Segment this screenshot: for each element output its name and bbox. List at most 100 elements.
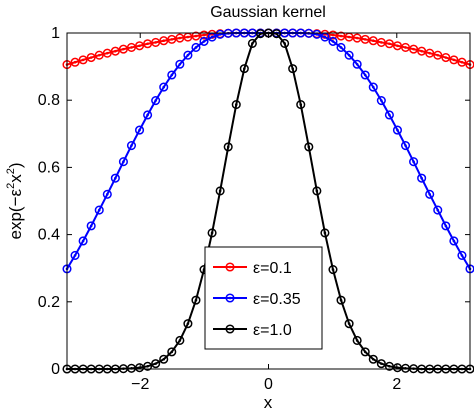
- data-point: [384, 110, 394, 120]
- data-point: [384, 39, 394, 49]
- data-point-center: [146, 365, 149, 368]
- data-point: [143, 361, 153, 371]
- data-point-center: [162, 85, 166, 89]
- data-point-center: [396, 128, 399, 132]
- data-point-center: [178, 62, 182, 66]
- data-point-center: [460, 254, 464, 257]
- x-tick-label: 2: [392, 376, 401, 393]
- data-point: [207, 228, 217, 238]
- data-point-center: [251, 42, 254, 45]
- data-point-center: [81, 239, 85, 243]
- data-point: [368, 36, 378, 46]
- y-axis-label: exp(−ε2x2): [5, 163, 25, 240]
- y-tick-label: 1: [51, 25, 60, 42]
- data-point-center: [452, 58, 456, 62]
- data-point-center: [331, 33, 335, 37]
- data-point: [70, 250, 80, 260]
- data-point-center: [170, 38, 174, 41]
- data-point: [336, 295, 346, 305]
- data-point-center: [428, 51, 432, 55]
- data-point: [102, 189, 112, 199]
- data-point-center: [452, 239, 456, 243]
- data-point-center: [122, 160, 125, 163]
- data-point-center: [412, 160, 415, 163]
- data-point: [272, 29, 282, 39]
- data-point: [86, 221, 96, 231]
- y-label-part-1: exp(−ε: [6, 189, 25, 240]
- data-point-center: [243, 67, 246, 70]
- data-point: [312, 29, 322, 39]
- data-point: [159, 82, 169, 92]
- data-point-center: [355, 62, 359, 66]
- data-point: [102, 48, 112, 58]
- y-tick-label: 0: [51, 361, 60, 378]
- data-point: [215, 186, 225, 196]
- data-point: [417, 173, 427, 183]
- data-point-center: [178, 339, 182, 342]
- data-point-center: [210, 35, 214, 39]
- data-point-center: [130, 144, 133, 147]
- y-tick-label: 0.4: [38, 227, 60, 244]
- data-point-center: [323, 231, 327, 235]
- y-label-part-2: x: [6, 174, 25, 183]
- data-point: [425, 48, 435, 58]
- data-point-center: [218, 33, 222, 36]
- data-point: [457, 250, 467, 260]
- data-point-center: [130, 46, 133, 49]
- data-point-center: [138, 44, 141, 48]
- y-label-exponent-2: 2: [5, 168, 17, 174]
- data-point-center: [347, 53, 351, 57]
- data-point-center: [170, 73, 174, 77]
- data-point: [167, 70, 177, 80]
- data-point: [344, 50, 354, 60]
- data-point: [183, 319, 193, 329]
- data-point-center: [106, 51, 109, 55]
- data-point-center: [404, 46, 407, 49]
- data-point-center: [371, 39, 375, 43]
- legend-label: ε=1.0: [253, 322, 292, 339]
- data-point-center: [194, 298, 198, 302]
- data-point: [134, 41, 145, 51]
- x-axis-label: x: [264, 393, 273, 412]
- data-point-center: [420, 176, 423, 180]
- data-point: [134, 125, 145, 135]
- data-point: [247, 38, 257, 48]
- data-point-center: [210, 231, 214, 235]
- data-point: [449, 236, 459, 246]
- y-tick-label: 0.8: [38, 92, 60, 109]
- data-point: [167, 347, 177, 357]
- data-point: [70, 57, 80, 67]
- data-point: [126, 42, 137, 52]
- data-point: [376, 359, 386, 369]
- data-point-center: [363, 350, 367, 354]
- data-point-center: [106, 192, 109, 196]
- data-point-center: [388, 113, 391, 117]
- data-point: [328, 36, 338, 46]
- data-point-center: [436, 208, 440, 212]
- data-point-center: [363, 73, 367, 77]
- data-point: [392, 125, 403, 135]
- data-point: [191, 42, 201, 52]
- data-point-center: [122, 47, 125, 51]
- data-point-center: [460, 60, 464, 64]
- data-point-center: [347, 35, 351, 39]
- data-point-center: [291, 67, 294, 70]
- data-point: [400, 42, 411, 52]
- data-point: [86, 52, 96, 63]
- data-point-center: [234, 103, 238, 106]
- data-point-center: [339, 34, 343, 38]
- data-point-center: [194, 34, 198, 38]
- legend-swatch-marker: [225, 293, 235, 303]
- data-point-center: [380, 362, 383, 365]
- data-point-center: [194, 46, 198, 49]
- legend-swatch-marker-center: [228, 296, 232, 300]
- data-point: [312, 186, 322, 196]
- data-point: [110, 46, 120, 56]
- data-point-center: [339, 298, 343, 302]
- data-point-center: [444, 224, 448, 228]
- data-point: [344, 319, 354, 329]
- chart-title: Gaussian kernel: [210, 4, 326, 21]
- data-point-center: [162, 39, 166, 43]
- data-point-center: [89, 56, 93, 59]
- y-tick-label: 0.6: [38, 159, 60, 176]
